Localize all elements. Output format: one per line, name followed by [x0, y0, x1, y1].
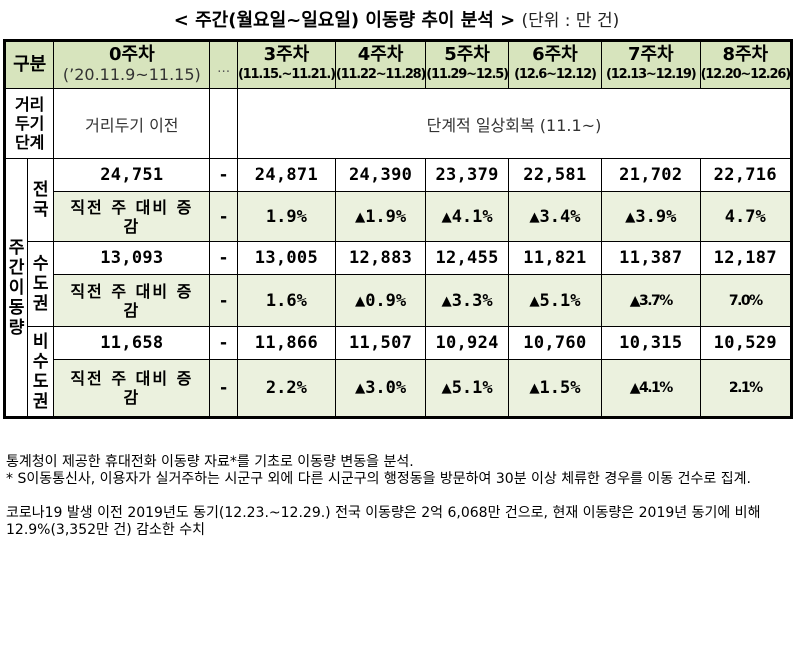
ellipsis-cell: -: [209, 191, 238, 242]
week7-header: 7주차 (12.13~12.19): [600, 39, 701, 89]
ellipsis-cell: -: [209, 359, 238, 419]
week5-label: 5주차: [444, 44, 490, 65]
value-cell: 11,866: [236, 326, 336, 360]
wow-cell: ▲4.1%: [425, 191, 509, 242]
week0-label: 0주차: [109, 44, 155, 65]
ellipsis-cell: -: [209, 326, 238, 360]
week3-period: (11.15.~11.21.): [237, 67, 335, 82]
wow-label: 직전 주 대비 증 감: [53, 359, 211, 419]
wow-cell: ▲3.4%: [507, 191, 602, 242]
value-cell: 11,507: [334, 326, 427, 360]
value-cell: 24,751: [53, 158, 211, 192]
wow-cell: ▲1.9%: [334, 191, 427, 242]
week4-period: (11.22~11.28): [335, 67, 426, 82]
ellipsis-cell: -: [209, 274, 238, 327]
ellipsis-header: …: [209, 39, 238, 89]
value-cell: 12,883: [334, 241, 427, 275]
value-cell: 12,187: [699, 241, 793, 275]
week8-label: 8주차: [722, 44, 769, 65]
title-main: < 주간(월요일~일요일) 이동량 추이 분석 >: [173, 10, 516, 31]
notes: 통계청이 제공한 휴대전화 이동량 자료*를 기초로 이동량 변동을 분석. *…: [6, 454, 791, 539]
wow-cell: 1.6%: [236, 274, 336, 327]
title-unit: (단위 : 만 건): [521, 11, 620, 31]
week4-header: 4주차 (11.22~11.28): [334, 39, 427, 89]
wow-cell: ▲3.0%: [334, 359, 427, 419]
wow-label: 직전 주 대비 증 감: [53, 191, 211, 242]
distancing-before: 거리두기 이전: [53, 88, 211, 159]
value-cell: 23,379: [425, 158, 509, 192]
table-row: 주 간 이 동 량 전 국 24,751 - 24,871 24,390 23,…: [2, 158, 793, 419]
value-cell: 22,716: [699, 158, 793, 192]
value-cell: 13,005: [236, 241, 336, 275]
value-cell: 13,093: [53, 241, 211, 275]
week3-label: 3주차: [263, 44, 310, 65]
wow-cell: ▲5.1%: [507, 274, 602, 327]
wow-cell: ▲1.5%: [507, 359, 602, 419]
value-cell: 24,871: [236, 158, 336, 192]
mobility-table: 구분 0주차 (’20.11.9~11.15) … 3주차 (11.15.~11…: [2, 39, 793, 419]
value-cell: 22,581: [507, 158, 602, 192]
wow-cell: 2.1%: [699, 359, 793, 419]
value-cell: 10,924: [425, 326, 509, 360]
region-label-capital: 수 도 권: [27, 241, 55, 327]
table-title: < 주간(월요일~일요일) 이동량 추이 분석 > (단위 : 만 건): [0, 6, 793, 32]
value-cell: 11,658: [53, 326, 211, 360]
value-cell: 21,702: [600, 158, 701, 192]
week0-period: (’20.11.9~11.15): [62, 65, 201, 84]
wow-cell: ▲3.7%: [600, 274, 701, 327]
wow-cell: 1.9%: [236, 191, 336, 242]
week7-label: 7주차: [627, 44, 674, 65]
table-row: 비 수 도 권 11,658 - 11,866 11,507 10,924 10…: [5, 326, 793, 419]
week5-header: 5주차 (11.29~12.5): [425, 39, 509, 89]
week6-header: 6주차 (12.6~12.12): [507, 39, 602, 89]
week6-period: (12.6~12.12): [514, 67, 597, 82]
category-header: 구분: [2, 39, 55, 89]
week3-header: 3주차 (11.15.~11.21.): [236, 39, 336, 89]
wow-cell: ▲4.1%: [600, 359, 701, 419]
ellipsis-cell: -: [209, 241, 238, 275]
wow-cell: 2.2%: [236, 359, 336, 419]
week7-period: (12.13~12.19): [606, 67, 697, 82]
note-line-2: * S이동통신사, 이용자가 실거주하는 시군구 외에 다른 시군구의 행정동을…: [6, 471, 751, 487]
note-line-1: 통계청이 제공한 휴대전화 이동량 자료*를 기초로 이동량 변동을 분석.: [6, 454, 414, 470]
wow-cell: ▲0.9%: [334, 274, 427, 327]
header-row: 구분 0주차 (’20.11.9~11.15) … 3주차 (11.15.~11…: [2, 39, 793, 89]
week8-period: (12.20~12.26): [700, 67, 790, 82]
week6-label: 6주차: [532, 44, 578, 65]
table-row: 직전 주 대비 증 감 - 1.9% ▲1.9% ▲4.1% ▲3.4% ▲3.…: [5, 191, 793, 242]
ellipsis-cell: -: [209, 158, 238, 192]
value-cell: 10,760: [507, 326, 602, 360]
value-cell: 11,821: [507, 241, 602, 275]
week4-label: 4주차: [357, 44, 404, 65]
week8-header: 8주차 (12.20~12.26): [699, 39, 793, 89]
table-row: 직전 주 대비 증 감 - 1.6% ▲0.9% ▲3.3% ▲5.1% ▲3.…: [5, 274, 793, 327]
wow-cell: 4.7%: [699, 191, 793, 242]
distancing-label: 거리 두기 단계: [2, 88, 55, 159]
wow-cell: ▲5.1%: [425, 359, 509, 419]
value-cell: 12,455: [425, 241, 509, 275]
week5-period: (11.29~12.5): [426, 67, 508, 82]
weekly-mobility-label: 주 간 이 동 량: [2, 158, 29, 419]
wow-cell: 7.0%: [699, 274, 793, 327]
value-cell: 24,390: [334, 158, 427, 192]
region-label-noncapital: 비 수 도 권: [27, 326, 55, 419]
week0-header: 0주차 (’20.11.9~11.15): [53, 39, 211, 89]
wow-label: 직전 주 대비 증 감: [53, 274, 211, 327]
note-line-3: 코로나19 발생 이전 2019년도 동기(12.23.~12.29.) 전국 …: [6, 505, 761, 538]
distancing-ellipsis: [209, 88, 238, 159]
distancing-row: 거리 두기 단계 거리두기 이전 단계적 일상회복 (11.1~): [2, 88, 793, 159]
table-row: 직전 주 대비 증 감 - 2.2% ▲3.0% ▲5.1% ▲1.5% ▲4.…: [5, 359, 793, 419]
value-cell: 11,387: [600, 241, 701, 275]
wow-cell: ▲3.3%: [425, 274, 509, 327]
wow-cell: ▲3.9%: [600, 191, 701, 242]
distancing-phase: 단계적 일상회복 (11.1~): [236, 88, 793, 159]
value-cell: 10,529: [699, 326, 793, 360]
region-label-nationwide: 전 국: [27, 158, 55, 242]
value-cell: 10,315: [600, 326, 701, 360]
table-row: 수 도 권 13,093 - 13,005 12,883 12,455 11,8…: [5, 241, 793, 327]
